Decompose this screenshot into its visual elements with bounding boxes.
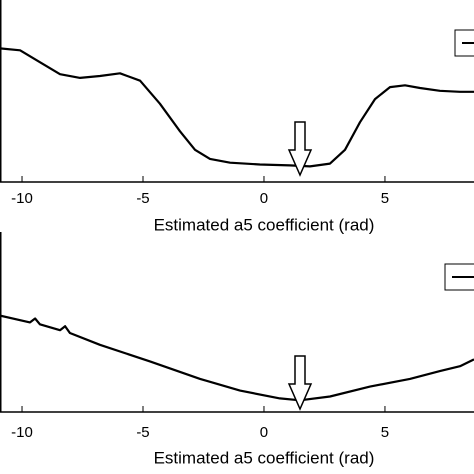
x-axis-label: Estimated a5 coefficient (rad): [154, 448, 375, 467]
data-line: [0, 47, 474, 168]
panel: -10 -5 0 5 Estimated a5 coefficient (rad): [0, 232, 474, 467]
x-tick-label: -5: [136, 424, 149, 441]
x-axis-label: Estimated a5 coefficient (rad): [154, 215, 375, 234]
legend: [444, 263, 474, 291]
legend: [454, 29, 474, 57]
arrow-annotation: [287, 355, 313, 411]
x-tick-label: 0: [260, 190, 268, 207]
x-tick-label: -10: [11, 190, 33, 207]
x-tick-label: 5: [381, 190, 389, 207]
data-line: [0, 314, 474, 402]
x-tick-label: 5: [381, 424, 389, 441]
x-tick-label: -5: [136, 190, 149, 207]
panel: -10 -5 0 5 Estimated a5 coefficient (rad): [0, 0, 474, 234]
arrow-annotation: [287, 121, 313, 177]
x-tick-label: 0: [260, 424, 268, 441]
x-tick-label: -10: [11, 424, 33, 441]
